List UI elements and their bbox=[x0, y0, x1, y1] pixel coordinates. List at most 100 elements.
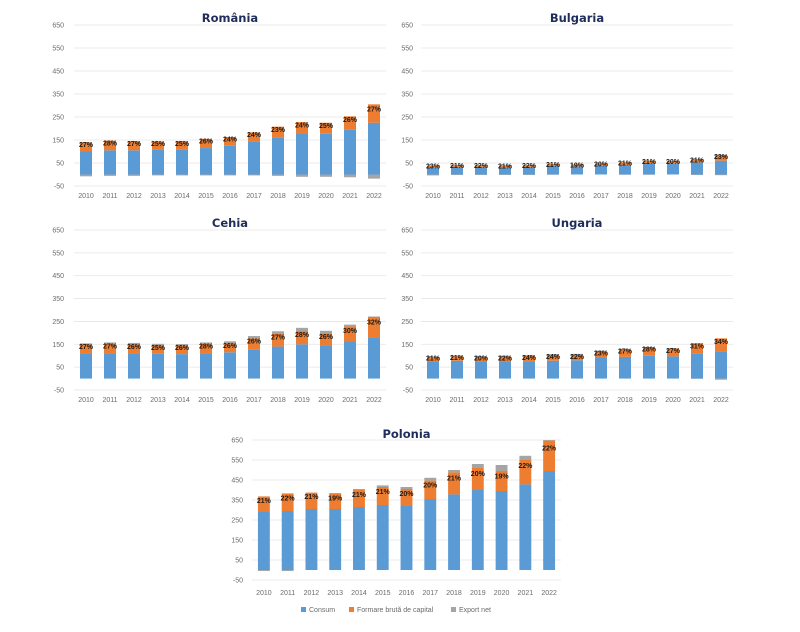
x-tick-label: 2014 bbox=[521, 397, 537, 404]
x-tick-label: 2012 bbox=[473, 397, 489, 404]
bar-export-net-2014 bbox=[353, 489, 365, 490]
legend-swatch-consum bbox=[301, 607, 306, 612]
bar-consum-2016 bbox=[571, 166, 583, 175]
bar-export-net-2019 bbox=[471, 464, 484, 468]
x-tick-label: 2018 bbox=[270, 193, 286, 200]
data-label: 22% bbox=[570, 354, 585, 361]
bar-consum-2022 bbox=[543, 471, 556, 570]
bar-consum-2017 bbox=[248, 141, 260, 175]
data-label: 21% bbox=[546, 162, 561, 169]
y-tick-label: 250 bbox=[401, 115, 413, 122]
x-tick-label: 2016 bbox=[399, 590, 415, 597]
x-tick-label: 2017 bbox=[246, 193, 262, 200]
y-tick-label: 550 bbox=[401, 46, 413, 53]
bar-consum-2015 bbox=[200, 148, 212, 175]
x-tick-label: 2019 bbox=[470, 590, 486, 597]
data-label: 24% bbox=[546, 354, 561, 361]
x-tick-label: 2010 bbox=[425, 193, 441, 200]
data-label: 24% bbox=[247, 132, 262, 139]
x-tick-label: 2020 bbox=[665, 193, 681, 200]
x-tick-label: 2014 bbox=[174, 397, 190, 404]
x-tick-label: 2022 bbox=[366, 193, 382, 200]
chart-title: Bulgaria bbox=[550, 11, 604, 25]
data-label: 21% bbox=[498, 163, 513, 170]
x-tick-label: 2011 bbox=[449, 397, 464, 404]
bar-formare-bruta-de-capital-2020 bbox=[320, 333, 332, 346]
bar-consum-2013 bbox=[152, 149, 164, 175]
bar-formare-bruta-de-capital-2016 bbox=[400, 489, 413, 506]
x-tick-label: 2022 bbox=[713, 397, 729, 404]
bar-consum-2022 bbox=[715, 351, 727, 379]
bar-consum-2022 bbox=[715, 160, 727, 175]
bar-formare-bruta-de-capital-2010 bbox=[427, 356, 439, 362]
bar-consum-2019 bbox=[296, 344, 308, 379]
chart-polonia: 650 550 450 350 250 150 50 -50 Polonia 21% 2010 22%… bbox=[231, 427, 561, 597]
bar-formare-bruta-de-capital-2012 bbox=[128, 141, 140, 151]
chart-ungaria: 650 550 450 350 250 150 50 -50 Ungaria 21% 2010 21%… bbox=[401, 216, 733, 404]
legend: Consum Formare brută de capital Export n… bbox=[301, 607, 491, 614]
x-tick-label: 2014 bbox=[174, 193, 190, 200]
bar-consum-2017 bbox=[595, 357, 607, 379]
y-tick-label: -50 bbox=[54, 184, 64, 191]
bar-formare-bruta-de-capital-2019 bbox=[643, 347, 655, 356]
bar-consum-2015 bbox=[547, 165, 559, 175]
x-tick-label: 2011 bbox=[102, 397, 117, 404]
bar-formare-bruta-de-capital-2021 bbox=[691, 159, 703, 163]
data-label: 21% bbox=[426, 356, 441, 363]
bar-consum-2021 bbox=[691, 353, 703, 379]
y-tick-label: 550 bbox=[52, 46, 64, 53]
y-tick-label: 150 bbox=[231, 538, 243, 545]
data-label: 26% bbox=[223, 343, 238, 350]
bar-consum-2014 bbox=[353, 507, 365, 570]
bar-consum-2011 bbox=[281, 511, 294, 570]
data-label: 28% bbox=[199, 344, 214, 351]
bar-formare-bruta-de-capital-2015 bbox=[376, 487, 389, 505]
x-tick-label: 2018 bbox=[617, 193, 633, 200]
data-label: 20% bbox=[471, 471, 486, 478]
y-tick-label: 650 bbox=[401, 228, 413, 235]
bar-formare-bruta-de-capital-2014 bbox=[523, 165, 535, 167]
data-label: 21% bbox=[304, 494, 319, 501]
bar-formare-bruta-de-capital-2013 bbox=[152, 345, 164, 354]
data-label: 28% bbox=[295, 332, 310, 339]
bar-consum-2014 bbox=[523, 166, 535, 175]
bar-formare-bruta-de-capital-2016 bbox=[224, 343, 236, 353]
x-tick-label: 2020 bbox=[318, 397, 334, 404]
data-label: 27% bbox=[103, 344, 118, 351]
legend-swatch-fbcf bbox=[349, 607, 354, 612]
y-tick-label: -50 bbox=[54, 388, 64, 395]
y-tick-label: 250 bbox=[401, 319, 413, 326]
y-tick-label: -50 bbox=[233, 578, 243, 585]
bar-consum-2013 bbox=[329, 509, 342, 570]
bar-formare-bruta-de-capital-2016 bbox=[571, 355, 583, 361]
x-tick-label: 2020 bbox=[665, 397, 681, 404]
bar-export-net-2015 bbox=[547, 354, 559, 356]
x-tick-label: 2013 bbox=[327, 590, 343, 597]
bar-formare-bruta-de-capital-2017 bbox=[595, 351, 607, 358]
data-label: 27% bbox=[79, 344, 94, 351]
bar-consum-2013 bbox=[499, 361, 511, 379]
bar-formare-bruta-de-capital-2022 bbox=[368, 316, 380, 338]
bar-consum-2020 bbox=[667, 356, 679, 379]
bar-export-net-2015 bbox=[376, 485, 389, 487]
x-tick-label: 2020 bbox=[494, 590, 510, 597]
legend-label-consum: Consum bbox=[309, 607, 335, 614]
bar-formare-bruta-de-capital-2012 bbox=[305, 492, 318, 509]
y-tick-label: 550 bbox=[231, 458, 243, 465]
bar-formare-bruta-de-capital-2013 bbox=[329, 494, 342, 509]
bar-formare-bruta-de-capital-2020 bbox=[667, 348, 679, 357]
x-tick-label: 2021 bbox=[689, 397, 705, 404]
bar-consum-2012 bbox=[128, 150, 140, 175]
bar-consum-2015 bbox=[200, 353, 212, 379]
bar-export-net-2016 bbox=[224, 174, 236, 176]
data-label: 31% bbox=[690, 343, 705, 350]
bar-export-net-2016 bbox=[571, 353, 583, 356]
data-label: 22% bbox=[498, 355, 513, 362]
bar-consum-2022 bbox=[368, 337, 380, 379]
bar-export-net-2014 bbox=[523, 355, 535, 356]
bar-consum-2019 bbox=[643, 355, 655, 379]
x-tick-label: 2022 bbox=[366, 397, 382, 404]
y-tick-label: 350 bbox=[52, 296, 64, 303]
x-tick-label: 2012 bbox=[126, 397, 142, 404]
bar-consum-2011 bbox=[451, 360, 463, 379]
